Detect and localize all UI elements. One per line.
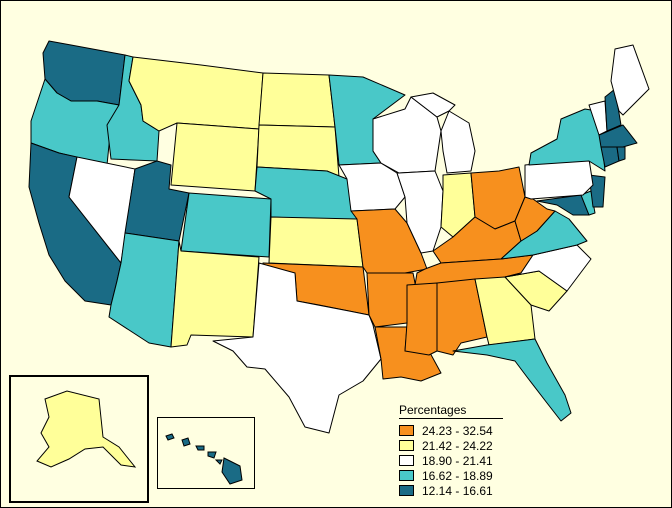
state-hi-island <box>207 451 217 459</box>
state-ne <box>254 166 360 222</box>
state-mt <box>128 56 264 132</box>
state-nh <box>604 88 622 132</box>
legend-item: 24.23 - 32.54 <box>399 423 517 438</box>
legend-swatch <box>399 470 414 481</box>
legend-label: 21.42 - 24.22 <box>422 438 493 453</box>
state-hi-island <box>214 459 223 465</box>
state-me <box>610 44 650 116</box>
legend-label: 16.62 - 18.89 <box>422 468 493 483</box>
legend-item: 18.90 - 21.41 <box>399 453 517 468</box>
legend-label: 24.23 - 32.54 <box>422 423 493 438</box>
state-ks <box>268 216 364 268</box>
state-nm <box>170 240 260 348</box>
state-nd <box>258 72 336 128</box>
alaska-shape-container <box>36 390 137 468</box>
legend-label: 18.90 - 21.41 <box>422 453 493 468</box>
legend-label: 12.14 - 16.61 <box>422 483 493 498</box>
state-mi <box>410 92 476 174</box>
alaska-inset <box>9 375 149 503</box>
state-ma <box>598 124 638 148</box>
state-co <box>180 192 272 258</box>
legend-item: 12.14 - 16.61 <box>399 483 517 498</box>
legend-swatch <box>399 485 414 496</box>
state-il <box>396 170 444 254</box>
legend-title: Percentages <box>399 403 503 419</box>
legend-swatch <box>399 455 414 466</box>
state-ri <box>616 146 626 162</box>
legend-rows: 24.23 - 32.54 21.42 - 24.22 18.90 - 21.41 1… <box>399 423 517 498</box>
state-hi-island <box>221 457 243 485</box>
state-wy <box>170 122 260 192</box>
legend: Percentages 24.23 - 32.54 21.42 - 24.22 18… <box>399 403 517 498</box>
legend-swatch <box>399 425 414 436</box>
legend-item: 16.62 - 18.89 <box>399 468 517 483</box>
legend-swatch <box>399 440 414 451</box>
state-tx <box>212 262 382 434</box>
state-fl <box>452 338 572 422</box>
state-mo <box>350 208 428 274</box>
hawaii-shape-container <box>165 433 243 485</box>
state-hi-island <box>165 433 175 441</box>
state-wi <box>372 96 442 174</box>
state-ak <box>36 390 137 468</box>
hawaii-inset <box>157 417 255 489</box>
legend-item: 21.42 - 24.22 <box>399 438 517 453</box>
state-hi-island <box>195 445 205 451</box>
state-ms <box>404 282 438 356</box>
state-hi-island <box>181 437 191 447</box>
